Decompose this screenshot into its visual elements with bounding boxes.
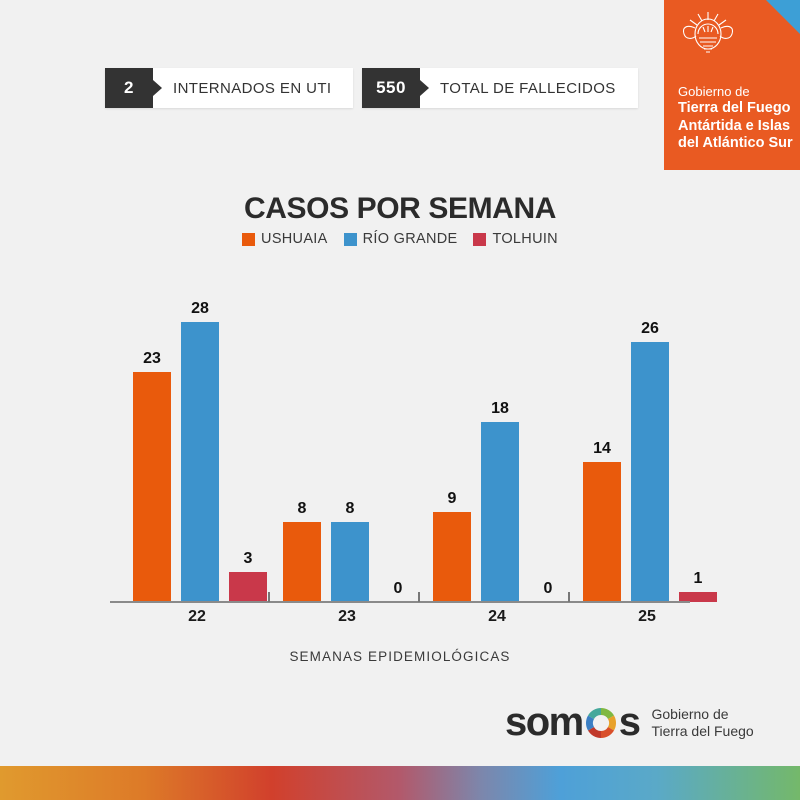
legend-item-tolhuin: TOLHUIN	[473, 231, 558, 247]
somos-wordmark: som s	[505, 700, 641, 745]
bar-value-label: 18	[491, 400, 509, 417]
bar-rect[interactable]	[631, 342, 669, 602]
bar-tolhuin-week-24[interactable]: 0	[528, 262, 568, 602]
badge-fallecidos: 550 TOTAL DE FALLECIDOS	[362, 68, 638, 108]
bar-rect[interactable]	[229, 572, 267, 602]
bar-group-week-23: 8 8 0	[282, 262, 418, 602]
somos-tag-line1: Gobierno de	[651, 705, 729, 722]
government-text: Gobierno de Tierra del Fuego Antártida e…	[678, 84, 793, 153]
bar-value-label: 26	[641, 320, 659, 337]
bar-value-label: 8	[345, 500, 355, 517]
bar-group-week-25: 14 26 1	[582, 262, 718, 602]
somos-word-part2: s	[618, 700, 641, 744]
legend-item-ushuaia: USHUAIA	[242, 231, 328, 247]
bar-rect[interactable]	[433, 512, 471, 602]
gov-line-2: Tierra del Fuego	[678, 99, 791, 116]
folded-corner-icon	[766, 0, 800, 34]
bottom-gradient-bar	[0, 766, 800, 800]
somos-word-part1: som	[505, 700, 584, 744]
gov-line-1: Gobierno de	[678, 84, 750, 99]
bar-rect[interactable]	[181, 322, 219, 602]
badge-uti: 2 INTERNADOS EN UTI	[105, 68, 354, 108]
bar-value-label: 3	[243, 550, 253, 567]
somos-logo: som s Gobierno de Tierra del Fuego	[505, 700, 754, 745]
badge-uti-value: 2	[105, 68, 153, 108]
badge-fallecidos-label: TOTAL DE FALLECIDOS	[440, 79, 616, 97]
x-axis-tick	[568, 592, 570, 602]
somos-ring-icon	[585, 707, 616, 738]
x-axis-tick	[268, 592, 270, 602]
bar-ushuaia-week-24[interactable]: 9	[432, 262, 472, 602]
x-axis-tick	[418, 592, 420, 602]
chart-baseline	[110, 601, 690, 603]
x-axis-title: SEMANAS EPIDEMIOLÓGICAS	[289, 649, 511, 664]
legend-swatch-icon	[473, 232, 487, 246]
bar-rect[interactable]	[679, 592, 717, 602]
somos-tagline: Gobierno de Tierra del Fuego	[652, 706, 754, 740]
legend-label: RÍO GRANDE	[362, 231, 458, 247]
bar-value-label: 9	[447, 490, 457, 507]
chart-title: CASOS POR SEMANA	[244, 192, 556, 225]
bar-ushuaia-week-22[interactable]: 23	[132, 262, 172, 602]
badge-uti-label: INTERNADOS EN UTI	[173, 79, 332, 97]
gov-line-4: del Atlántico Sur	[678, 135, 793, 152]
bar-ushuaia-week-23[interactable]: 8	[282, 262, 322, 602]
bar-río-grande-week-22[interactable]: 28	[180, 262, 220, 602]
bar-value-label: 0	[393, 580, 403, 597]
bar-río-grande-week-24[interactable]: 18	[480, 262, 520, 602]
somos-tag-line2: Tierra del Fuego	[651, 722, 754, 739]
gov-line-3: Antártida e Islas	[678, 117, 791, 134]
legend-label: TOLHUIN	[492, 231, 558, 247]
legend-swatch-icon	[242, 232, 256, 246]
bar-value-label: 23	[143, 350, 161, 367]
bar-rect[interactable]	[481, 422, 519, 602]
bar-value-label: 0	[543, 580, 553, 597]
x-tick-label-22: 22	[188, 608, 206, 625]
chart-plot-area: 23 28 3 8 8 0 9 18 0 14 26 1	[110, 262, 717, 602]
bar-río-grande-week-23[interactable]: 8	[330, 262, 370, 602]
bar-group-week-24: 9 18 0	[432, 262, 568, 602]
bar-tolhuin-week-25[interactable]: 1	[678, 262, 718, 602]
bar-río-grande-week-25[interactable]: 26	[630, 262, 670, 602]
badge-fallecidos-value: 550	[362, 68, 420, 108]
x-tick-label-23: 23	[338, 608, 356, 625]
x-tick-label-24: 24	[488, 608, 506, 625]
bar-rect[interactable]	[583, 462, 621, 602]
bar-rect[interactable]	[331, 522, 369, 602]
legend-item-río-grande: RÍO GRANDE	[343, 231, 458, 247]
bar-value-label: 28	[191, 300, 209, 317]
legend-swatch-icon	[343, 232, 357, 246]
legend-label: USHUAIA	[261, 231, 328, 247]
bar-value-label: 8	[297, 500, 307, 517]
bar-rect[interactable]	[283, 522, 321, 602]
chart-legend: USHUAIA RÍO GRANDE TOLHUIN	[0, 231, 800, 247]
bar-group-week-22: 23 28 3	[132, 262, 268, 602]
bar-ushuaia-week-25[interactable]: 14	[582, 262, 622, 602]
bar-tolhuin-week-22[interactable]: 3	[228, 262, 268, 602]
coat-of-arms-icon	[682, 12, 734, 53]
bar-rect[interactable]	[133, 372, 171, 602]
x-tick-label-25: 25	[638, 608, 656, 625]
bar-value-label: 1	[693, 570, 703, 587]
bar-value-label: 14	[593, 440, 611, 457]
government-panel: Gobierno de Tierra del Fuego Antártida e…	[664, 0, 800, 170]
bar-tolhuin-week-23[interactable]: 0	[378, 262, 418, 602]
